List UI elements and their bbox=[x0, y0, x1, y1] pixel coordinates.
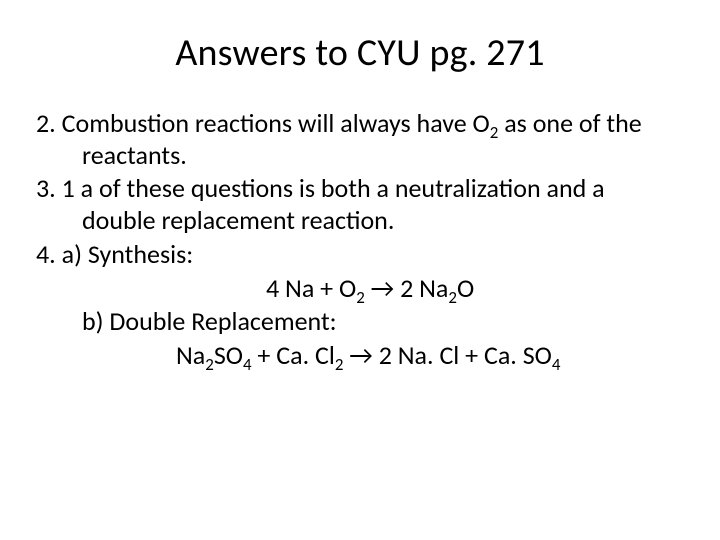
answer-item-2: 2. Combustion reactions will always have… bbox=[36, 108, 684, 171]
subscript: 4 bbox=[552, 354, 561, 375]
text-run: b) Double Replacement: bbox=[82, 305, 337, 337]
answer-item-4b-label: b) Double Replacement: bbox=[36, 306, 684, 338]
item-number: 3. bbox=[36, 172, 56, 204]
subscript: 4 bbox=[243, 354, 252, 375]
subscript: 2 bbox=[356, 287, 365, 308]
text-run: a) Synthesis: bbox=[56, 238, 193, 270]
arrow-icon: → bbox=[365, 272, 400, 304]
eq-part: O bbox=[457, 272, 474, 304]
item-number: 2. bbox=[36, 107, 56, 139]
body-text: 2. Combustion reactions will always have… bbox=[36, 108, 684, 372]
answer-item-3: 3. 1 a of these questions is both a neut… bbox=[36, 173, 684, 236]
eq-part: 2 Na. Cl + Ca. SO bbox=[379, 339, 552, 371]
answer-item-4a-label: 4. a) Synthesis: bbox=[36, 239, 684, 271]
item-number: 4. bbox=[36, 238, 56, 270]
eq-part: Na bbox=[176, 339, 205, 371]
page-title: Answers to CYU pg. 271 bbox=[36, 30, 684, 76]
arrow-icon: → bbox=[343, 339, 378, 371]
equation-4b: Na2SO4 + Ca. Cl2 → 2 Na. Cl + Ca. SO4 bbox=[36, 340, 684, 372]
eq-part: + Ca. Cl bbox=[252, 339, 335, 371]
equation-4a: 4 Na + O2 → 2 Na2O bbox=[36, 273, 684, 305]
text-run: 1 a of these questions is both a neutral… bbox=[56, 172, 605, 236]
subscript: 2 bbox=[448, 287, 457, 308]
text-run: Combustion reactions will always have O bbox=[56, 107, 490, 139]
slide: Answers to CYU pg. 271 2. Combustion rea… bbox=[0, 0, 720, 540]
eq-part: SO bbox=[214, 339, 243, 371]
subscript: 2 bbox=[205, 354, 214, 375]
eq-part: 4 Na + O bbox=[266, 272, 356, 304]
eq-part: 2 Na bbox=[400, 272, 448, 304]
